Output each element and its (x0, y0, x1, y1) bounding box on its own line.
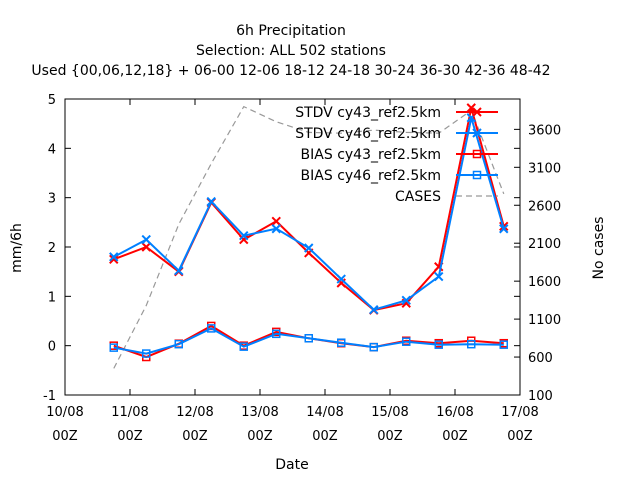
x-axis-label: Date (275, 457, 308, 473)
data-point-square (304, 334, 313, 343)
data-point-square (109, 343, 118, 352)
data-point-cross (472, 107, 482, 117)
data-point-cross (141, 234, 151, 245)
y2-tick-label: 100 (528, 389, 553, 404)
y-axis-label: mm/6h (9, 223, 25, 273)
data-point-cross (369, 304, 379, 315)
data-point-cross (304, 243, 314, 253)
x-tick-label-date: 13/08 (241, 405, 278, 420)
x-tick-label-date: 15/08 (371, 405, 408, 420)
y-tick-label: 0 (48, 340, 56, 355)
chart-title: 6h Precipitation (236, 23, 346, 39)
legend-label: BIAS cy43_ref2.5km (301, 147, 441, 163)
series-line (113, 105, 505, 369)
data-point-square (434, 340, 443, 349)
x-tick-label-hour: 00Z (312, 429, 338, 444)
data-point-square (239, 342, 248, 351)
data-point-square (472, 149, 482, 159)
data-point-cross (499, 224, 509, 234)
y-tick-label: 1 (48, 290, 56, 305)
legend: STDV cy43_ref2.5km STDV cy46_ref2.5km BIAS… (295, 105, 498, 205)
data-point-cross (336, 274, 346, 284)
data-point-square (207, 324, 216, 333)
series-stdv-cy46-ref2-5km (109, 113, 509, 315)
data-point-cross (466, 103, 476, 113)
data-point-square (402, 337, 411, 346)
legend-label: CASES (395, 189, 441, 205)
x-tick-label-date: 17/08 (501, 405, 538, 420)
data-point-cross (472, 128, 482, 138)
x-tick-label-hour: 00Z (507, 429, 533, 444)
legend-label: BIAS cy46_ref2.5km (301, 168, 441, 184)
data-point-cross (174, 265, 184, 276)
x-tick-label-hour: 00Z (117, 429, 143, 444)
data-series (109, 103, 509, 369)
data-point-square (499, 340, 508, 349)
y2-tick-label: 600 (528, 351, 553, 366)
series-cases (113, 105, 505, 369)
data-point-square (369, 342, 378, 352)
y-tick-label: -1 (43, 389, 56, 404)
x-tick-label-hour: 00Z (247, 429, 273, 444)
y2-tick-label: 2100 (528, 237, 561, 252)
x-tick-label-date: 12/08 (176, 405, 213, 420)
x-tick-label-date: 16/08 (436, 405, 473, 420)
x-tick-label-hour: 00Z (52, 429, 78, 444)
y2-tick-label: 2600 (528, 199, 561, 214)
x-tick-label-hour: 00Z (442, 429, 468, 444)
data-point-cross (109, 254, 119, 265)
data-point-cross (109, 252, 119, 262)
x-tick-label-date: 14/08 (306, 405, 343, 420)
data-point-square (337, 338, 346, 347)
y2-axis-label: No cases (591, 217, 607, 280)
chart-subtitle-selection: Selection: ALL 502 stations (196, 43, 386, 59)
series-bias-cy46-ref2-5km (109, 324, 508, 358)
legend-label: STDV cy43_ref2.5km (295, 105, 441, 121)
y2-tick-label: 3600 (528, 123, 561, 138)
data-point-square (272, 329, 281, 339)
data-point-cross (239, 230, 249, 241)
y2-tick-label: 1600 (528, 275, 561, 290)
legend-label: STDV cy46_ref2.5km (295, 126, 441, 142)
data-point-cross (401, 295, 411, 305)
y-tick-label: 3 (48, 192, 56, 207)
plot-border (64, 98, 521, 396)
data-point-cross (434, 271, 444, 282)
series-line (113, 327, 504, 355)
data-point-cross (271, 216, 281, 227)
y-tick-label: 4 (48, 142, 56, 157)
data-point-cross (271, 224, 281, 234)
x-tick-label-date: 10/08 (46, 405, 83, 420)
data-point-square (467, 339, 476, 349)
chart-subtitle-used: Used {00,06,12,18} + 06-00 12-06 18-12 2… (31, 63, 550, 79)
axis-ticks: -1 0 1 2 3 4 5 100 600 1100 1600 2100 2600 3100 3600 10… (43, 93, 561, 444)
y2-tick-label: 1100 (528, 313, 561, 328)
x-tick-label-hour: 00Z (377, 429, 403, 444)
y-tick-label: 2 (48, 241, 56, 256)
y-tick-label: 5 (48, 93, 56, 108)
y2-tick-label: 3100 (528, 161, 561, 176)
data-point-square (174, 339, 183, 349)
data-point-cross (141, 242, 151, 252)
data-point-square (142, 349, 151, 358)
x-tick-label-hour: 00Z (182, 429, 208, 444)
data-point-cross (206, 196, 216, 207)
x-tick-label-date: 11/08 (111, 405, 148, 420)
data-point-square (472, 170, 482, 180)
